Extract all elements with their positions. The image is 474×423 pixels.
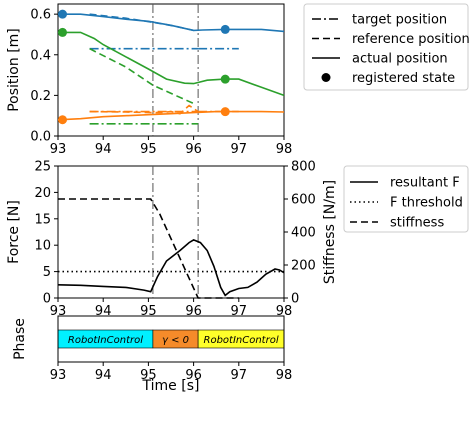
force-ytick-label: 20 <box>34 186 51 201</box>
stiffness-line <box>58 198 239 299</box>
position-xtick-label: 95 <box>140 142 157 157</box>
resultant-force-line <box>57 239 285 297</box>
position-ylabel: Position [m] <box>6 28 22 112</box>
position-xtick-label: 96 <box>185 142 202 157</box>
phase-plot-frame <box>57 315 285 363</box>
force-ylabel: Force [N] <box>6 200 22 264</box>
force-legend: resultant F F threshold stiffness <box>343 165 469 233</box>
time-xlabel: Time [s] <box>142 378 200 394</box>
phase-ylabel: Phase <box>12 318 28 360</box>
force-xtick-label: 94 <box>95 304 112 319</box>
position-legend-marker <box>321 73 331 82</box>
stiffness-ytick-label: 400 <box>291 226 316 241</box>
stiffness-ytick-label: 0 <box>291 292 299 307</box>
position-legend-label: actual position <box>352 52 448 67</box>
force-ytick-label: 10 <box>34 239 51 254</box>
stiffness-ytick-label: 200 <box>291 259 316 274</box>
force-xtick-label: 93 <box>50 304 67 319</box>
phase-plot: RobotInControl γ < 0 RobotInControl 93 94 95 9… <box>50 329 293 383</box>
phase-axes: RobotInControl γ < 0 RobotInControl 93 94 95 9… <box>12 315 293 394</box>
registered-state-point <box>58 115 68 125</box>
force-xtick-label: 98 <box>276 304 293 319</box>
force-xtick-label: 97 <box>231 304 248 319</box>
registered-state-point <box>58 27 68 37</box>
force-legend-label: F threshold <box>390 196 463 211</box>
phase-xtick-label: 95 <box>140 368 157 383</box>
force-ytick-label: 5 <box>43 265 51 280</box>
phase-xtick-label: 98 <box>276 368 293 383</box>
reference-position-line <box>89 104 199 115</box>
position-legend-frame <box>303 3 469 91</box>
position-plot: 93 94 95 96 97 98 0.0 0.2 0.4 0.6 <box>30 4 292 157</box>
phase-xtick-label: 94 <box>95 368 112 383</box>
position-legend-label: registered state <box>352 71 455 86</box>
force-xtick-label: 95 <box>140 304 157 319</box>
position-legend: target position reference position actual … <box>303 3 470 91</box>
position-ytick-label: 0.2 <box>30 89 51 104</box>
stiffness-ytick-label: 800 <box>291 160 316 175</box>
position-xtick-label: 97 <box>231 142 248 157</box>
position-xtick-label: 98 <box>276 142 293 157</box>
registered-state-point <box>58 9 68 19</box>
force-ytick-label: 15 <box>34 212 51 227</box>
position-ytick-label: 0.6 <box>30 8 51 23</box>
force-legend-label: stiffness <box>390 216 444 231</box>
phase-xtick-label: 97 <box>231 368 248 383</box>
phase-segment-label: RobotInControl <box>204 335 279 346</box>
actual-position-line <box>57 110 285 121</box>
registered-state-point <box>220 107 230 117</box>
registered-state-point <box>220 74 230 84</box>
stiffness-ylabel: Stiffness [N/m] <box>322 180 338 284</box>
position-legend-label: target position <box>352 13 447 28</box>
force-plot-frame <box>57 165 285 299</box>
position-xtick-label: 94 <box>95 142 112 157</box>
force-xtick-label: 96 <box>185 304 202 319</box>
actual-position-line <box>58 31 285 97</box>
phase-segment-label: RobotInControl <box>68 335 143 346</box>
position-legend-label: reference position <box>352 32 470 47</box>
force-ytick-label: 25 <box>34 160 51 175</box>
force-ytick-label: 0 <box>43 292 51 307</box>
phase-xtick-label: 93 <box>50 368 67 383</box>
registered-state-point <box>220 24 230 34</box>
stiffness-ytick-label: 600 <box>291 193 316 208</box>
position-axes: 93 94 95 96 97 98 0.0 0.2 0.4 0.6 Position [m] ta… <box>6 3 470 157</box>
phase-xtick-label: 96 <box>185 368 202 383</box>
position-xtick-label: 93 <box>50 142 67 157</box>
position-ytick-label: 0.0 <box>30 130 51 145</box>
reference-position-line <box>89 47 194 105</box>
phase-segment-label: γ < 0 <box>162 335 189 346</box>
force-legend-label: resultant F <box>390 176 460 191</box>
actual-position-line <box>58 13 285 33</box>
position-ytick-label: 0.4 <box>30 48 51 63</box>
position-plot-frame <box>57 3 285 137</box>
